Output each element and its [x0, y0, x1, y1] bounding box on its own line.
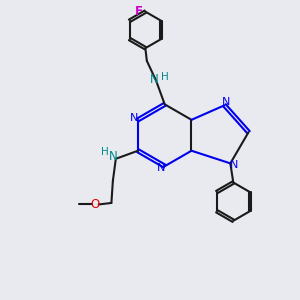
Text: O: O: [91, 198, 100, 211]
Text: N: N: [130, 113, 139, 123]
Text: F: F: [135, 5, 143, 18]
Text: H: H: [101, 147, 109, 157]
Text: N: N: [109, 150, 118, 163]
Text: H: H: [160, 72, 168, 82]
Text: N: N: [222, 97, 230, 107]
Text: N: N: [150, 73, 159, 86]
Text: N: N: [157, 163, 165, 173]
Text: N: N: [230, 160, 238, 170]
